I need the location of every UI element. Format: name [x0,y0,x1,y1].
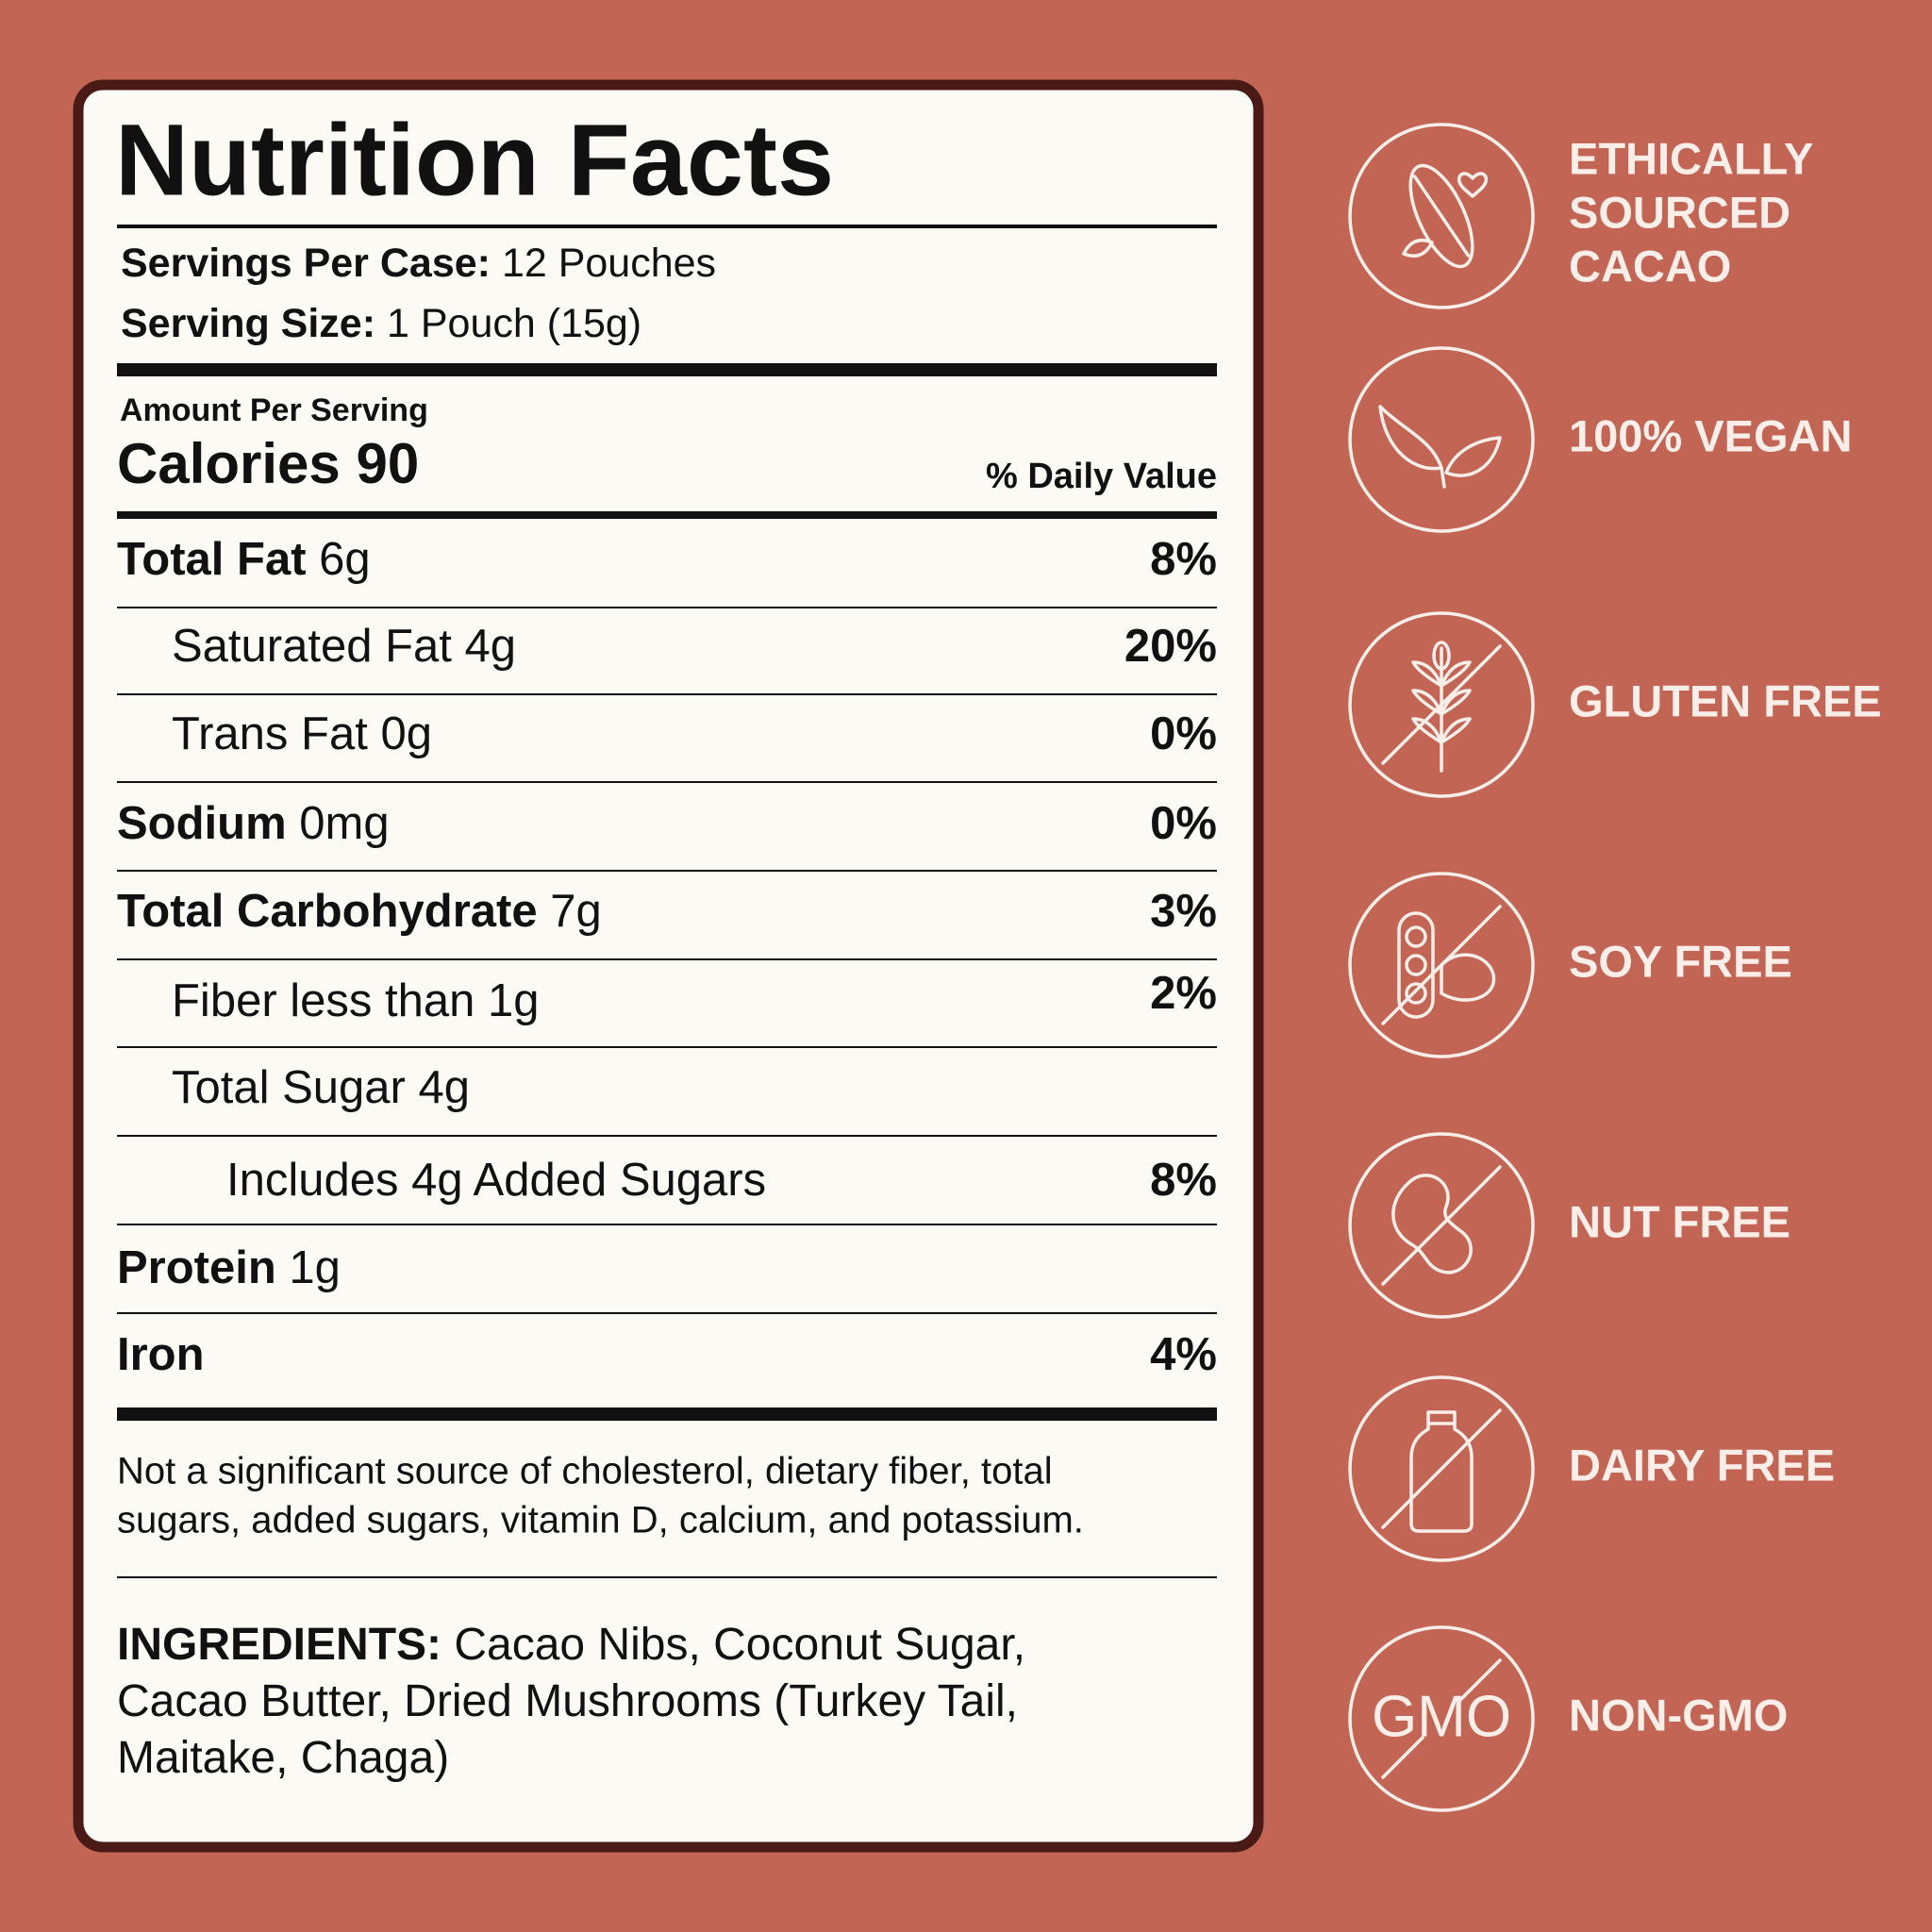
serving-value: 12 Pouches [502,241,716,286]
row-rule [117,958,1217,960]
badge-label: SOY FREE [1569,936,1792,986]
icon-cacao [1348,123,1535,309]
nutrient-amount: 4g [419,1062,471,1113]
nutrient-amount: 0mg [299,798,389,849]
icon-nut [1348,1132,1535,1319]
icon-text: GMO [1372,1684,1511,1749]
rule [117,225,1217,228]
daily-value: 3% [1150,886,1217,937]
row-rule [117,1312,1217,1314]
row-rule [117,870,1217,872]
icon-gmo: GMO [1348,1625,1535,1812]
nutrient-amount: 6g [319,534,371,585]
nutrient: Sodium 0mg [117,798,390,849]
nutrient: Total Fat 6g [117,534,371,585]
nutrient-name: Fiber [172,975,277,1026]
badge-icons: GMO [1348,123,1535,1812]
footnote: Not a significant source of cholesterol,… [117,1451,1053,1492]
nutrient: Iron [117,1329,205,1380]
nutrient-name: Trans Fat [172,708,368,759]
nutrient-name: Protein [117,1242,276,1293]
daily-value: 2% [1150,968,1217,1019]
nutrient: Includes 4g Added Sugars [226,1155,766,1206]
rule [117,1407,1217,1421]
serving-label: Servings Per Case: [121,241,491,286]
badge-label: SOURCED [1569,187,1790,237]
nutrient: Protein 1g [117,1242,341,1293]
ingredients-line: Maitake, Chaga) [117,1733,449,1783]
ingredients-text: Cacao Butter, Dried Mushrooms (Turkey Ta… [117,1676,1018,1726]
nutrient: Total Carbohydrate 7g [117,886,602,937]
row-rule [117,693,1217,695]
nutrient-name: Total Sugar [172,1062,406,1113]
amount-per-serving: Amount Per Serving [120,392,428,428]
rule [117,363,1217,376]
ingredients-line: Cacao Butter, Dried Mushrooms (Turkey Ta… [117,1676,1018,1726]
badge-label: CACAO [1569,241,1731,291]
nutrient-amount: less than 1g [290,975,539,1026]
calories-label: Calories [117,432,341,495]
badge-label: GLUTEN FREE [1569,675,1882,725]
daily-value: 8% [1150,1155,1217,1206]
nutrient-name: Sodium [117,798,287,849]
daily-value: 0% [1150,708,1217,759]
nutrient: Fiber less than 1g [172,975,540,1026]
row-rule [117,607,1217,608]
nutrient-name: Saturated Fat [172,621,452,672]
badge-label: ETHICALLY [1569,133,1813,183]
serving-label: Serving Size: [121,301,375,346]
rule [117,511,1217,519]
row-rule [117,1046,1217,1048]
badge-label: DAIRY FREE [1569,1440,1835,1490]
nutrient-name: Total Fat [117,534,307,585]
nutrient-name: Iron [117,1329,205,1380]
title: Nutrition Facts [115,103,834,217]
ingredients-line: INGREDIENTS: Cacao Nibs, Coconut Sugar, [117,1620,1025,1670]
icon-soy [1348,872,1535,1058]
nutrient-amount: 0g [380,708,432,759]
icon-gluten [1348,611,1535,798]
calories: Calories 90 [117,432,419,495]
rule [117,1576,1217,1578]
icon-leaf [1348,346,1535,533]
daily-value: 20% [1124,621,1217,672]
nutrient-name: Includes 4g Added Sugars [226,1155,766,1206]
serving-line: Serving Size: 1 Pouch (15g) [121,301,641,346]
nutrient-amount: 7g [550,886,602,937]
footnote: sugars, added sugars, vitamin D, calcium… [117,1500,1084,1541]
calories-value: 90 [356,432,419,495]
badge-label: 100% VEGAN [1569,410,1852,460]
nutrient: Saturated Fat 4g [172,621,516,672]
ingredients-text: Cacao Nibs, Coconut Sugar, [454,1620,1025,1670]
nutrient: Total Sugar 4g [172,1062,470,1113]
nutrient-amount: 4g [465,621,517,672]
nutrient-name: Total Carbohydrate [117,886,538,937]
nutrient-amount: 1g [289,1242,341,1293]
ingredients-text: Maitake, Chaga) [117,1733,449,1783]
row-rule [117,781,1217,783]
dv-header: % Daily Value [986,457,1217,496]
daily-value: 0% [1150,798,1217,849]
daily-value: 4% [1150,1329,1217,1380]
daily-value: 8% [1150,534,1217,585]
row-rule [117,1224,1217,1225]
icon-dairy [1348,1375,1535,1562]
badge-label: NON-GMO [1569,1690,1788,1740]
ingredients-label: INGREDIENTS: [117,1620,441,1670]
badge-label: NUT FREE [1569,1196,1790,1246]
serving-value: 1 Pouch (15g) [387,301,641,346]
row-rule [117,1135,1217,1137]
label-panel [73,79,1264,1853]
nutrient: Trans Fat 0g [172,708,432,759]
serving-line: Servings Per Case: 12 Pouches [121,241,716,286]
